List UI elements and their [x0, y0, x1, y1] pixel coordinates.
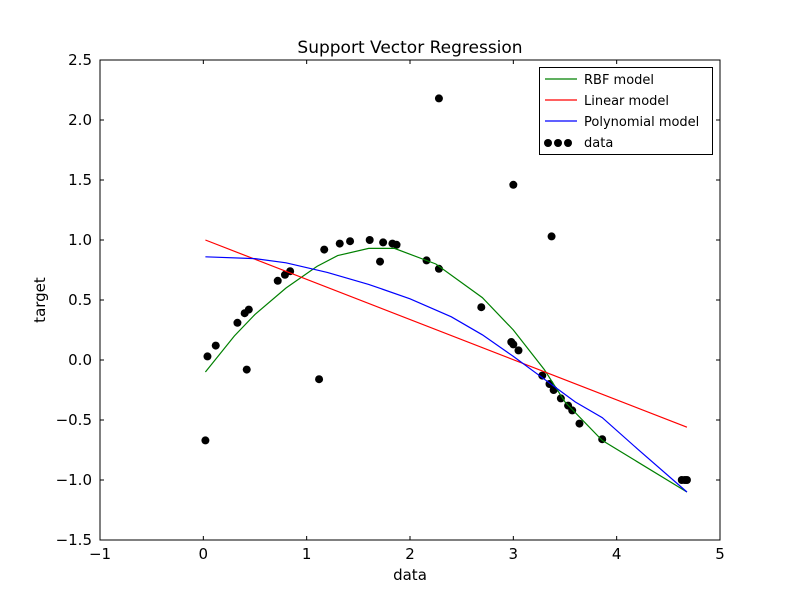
y-tick-label: 0.5 — [68, 291, 92, 309]
y-tick-label: −1.0 — [56, 471, 92, 489]
legend-marker — [564, 139, 572, 147]
y-tick-label: 0.0 — [68, 351, 92, 369]
rbf-model-line — [204, 247, 688, 493]
data-point — [509, 340, 518, 349]
plot-area — [201, 94, 691, 493]
data-point — [233, 318, 242, 327]
x-tick-label: 4 — [612, 545, 622, 563]
data-point — [477, 303, 486, 312]
legend: RBF model Linear model Polynomial model dat… — [539, 67, 713, 155]
legend-label: Linear model — [584, 94, 669, 109]
y-tick-label: 1.5 — [68, 171, 92, 189]
legend-label: RBF model — [584, 73, 654, 88]
legend-marker — [554, 139, 562, 147]
data-point — [211, 341, 220, 350]
y-tick-label: −0.5 — [56, 411, 92, 429]
x-tick-label: 3 — [509, 545, 519, 563]
data-point — [201, 436, 210, 445]
data-point — [556, 394, 565, 403]
x-tick-label: 5 — [715, 545, 725, 563]
y-axis-label: target — [31, 277, 49, 323]
legend-label: data — [584, 136, 613, 151]
data-point — [392, 240, 401, 249]
data-point — [514, 346, 523, 355]
data-point — [203, 352, 212, 361]
legend-label: Polynomial model — [584, 115, 699, 130]
data-point — [547, 232, 556, 241]
data-point — [376, 257, 385, 266]
data-point — [434, 94, 443, 103]
chart-title: Support Vector Regression — [297, 38, 522, 58]
y-tick-label: −1.5 — [56, 531, 92, 549]
x-axis-label: data — [393, 566, 427, 584]
x-tick-label: 1 — [302, 545, 312, 563]
legend-box — [539, 67, 713, 155]
linear-model-line — [205, 239, 688, 428]
data-point — [315, 375, 324, 384]
data-point — [365, 236, 374, 244]
x-tick-label: 2 — [405, 545, 415, 563]
y-tick-label: 2.0 — [68, 111, 92, 129]
data-point — [273, 276, 282, 285]
data-point — [379, 238, 388, 247]
data-point — [346, 237, 355, 246]
data-point — [575, 419, 584, 428]
polynomial-model-line — [205, 256, 688, 493]
data-point — [434, 264, 443, 273]
x-tick-label: 0 — [199, 545, 209, 563]
data-point — [509, 180, 518, 189]
axes-frame — [99, 59, 721, 541]
data-point — [682, 476, 691, 484]
x-tick-label: −1 — [89, 545, 111, 563]
data-point — [335, 239, 344, 248]
data-point — [242, 365, 251, 374]
legend-marker — [544, 139, 552, 147]
data-point — [538, 371, 547, 380]
data-point — [320, 245, 329, 254]
data-point — [549, 386, 558, 394]
axis-ticks: −1 0 1 2 3 4 5 −1.5 −1.0 −0.5 0.0 0.5 1.0 1.5 2.0 2.5 — [56, 51, 725, 563]
data-point — [568, 406, 577, 415]
y-tick-label: 1.0 — [68, 231, 92, 249]
data-point — [244, 305, 253, 314]
y-tick-label: 2.5 — [68, 51, 92, 69]
